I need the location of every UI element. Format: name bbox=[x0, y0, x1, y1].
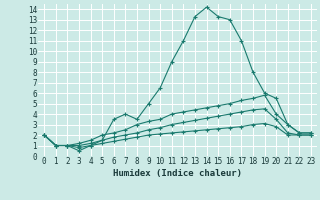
X-axis label: Humidex (Indice chaleur): Humidex (Indice chaleur) bbox=[113, 169, 242, 178]
